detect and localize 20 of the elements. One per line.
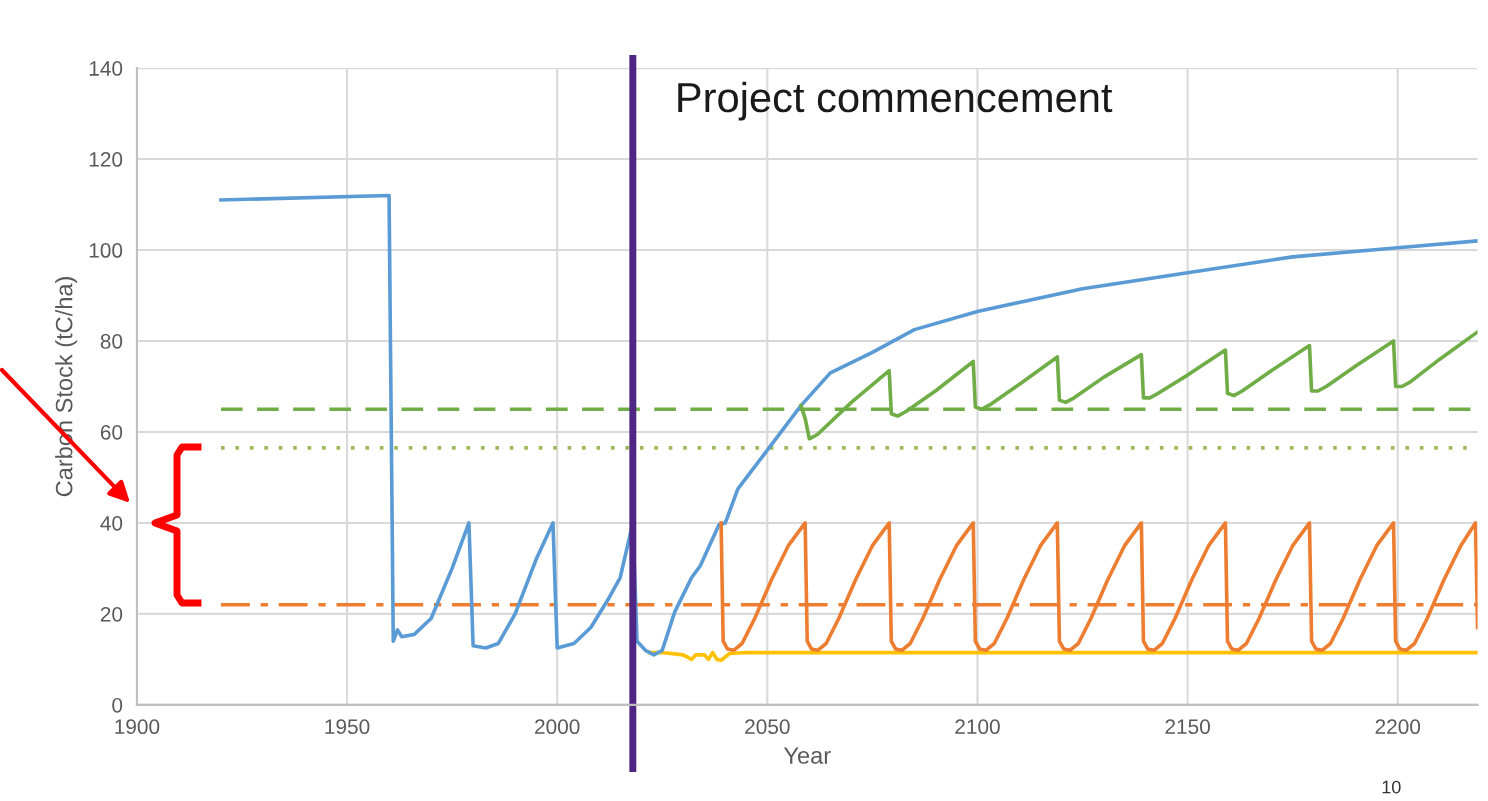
y-tick-label: 120 [89, 152, 123, 167]
y-tick-label: 140 [89, 61, 123, 76]
line-series [219, 193, 1478, 657]
text: 10 [1382, 780, 1401, 794]
y-tick-label: 0 [112, 697, 123, 713]
y-axis-title: Carbon Stock (tC/ha) [55, 277, 78, 497]
y-tick-label: 80 [100, 334, 123, 349]
x-tick-label: 1900 [115, 719, 160, 735]
y-tick-label: 20 [100, 606, 123, 622]
y-tick-label: 40 [100, 515, 123, 531]
x-axis-title: Year [783, 747, 831, 764]
y-tick-label: 100 [89, 243, 123, 258]
x-tick-label: 1950 [325, 719, 370, 735]
x-tick-label: 2200 [1375, 719, 1421, 735]
x-tick-label: 2000 [535, 719, 580, 735]
x-tick-label: 2150 [1165, 719, 1210, 735]
y-tick-label: 60 [100, 424, 123, 440]
ref-line-label: Project commencement [678, 81, 1113, 121]
x-tick-label: 2100 [955, 719, 1000, 735]
x-tick-label: 2050 [745, 719, 790, 735]
